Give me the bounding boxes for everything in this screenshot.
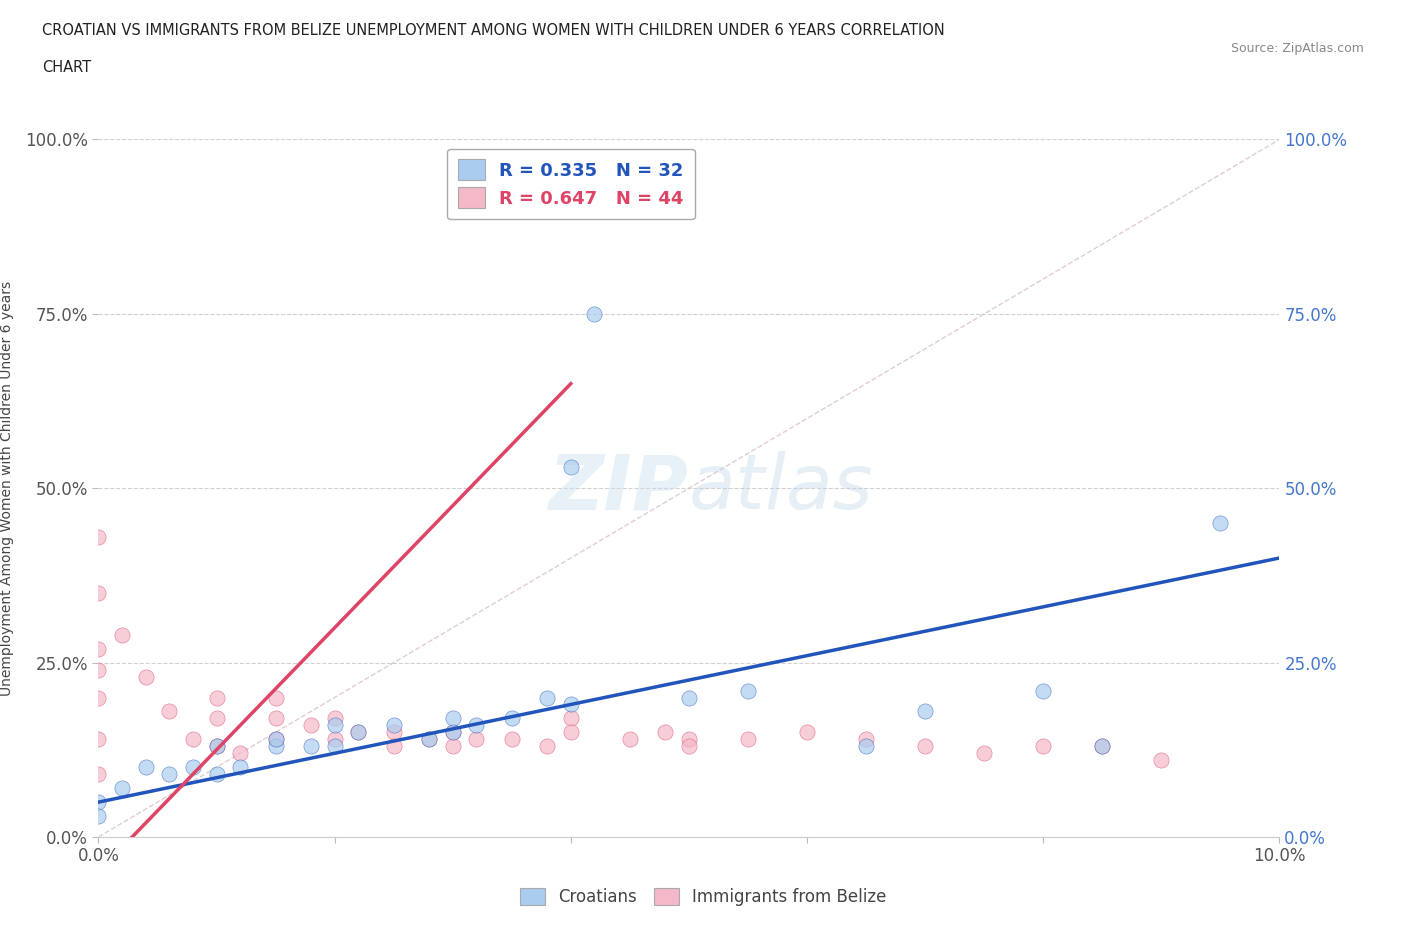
Point [465, 732, 488, 747]
Point [347, 725, 370, 740]
Point [678, 690, 700, 705]
Text: CHART: CHART [42, 60, 91, 75]
Point [87, 662, 110, 677]
Point [181, 732, 204, 747]
Point [536, 690, 558, 705]
Point [914, 738, 936, 753]
Point [264, 738, 287, 753]
Point [583, 307, 606, 322]
Point [347, 725, 370, 740]
Point [560, 698, 582, 712]
Point [536, 738, 558, 753]
Point [1032, 683, 1054, 698]
Point [111, 628, 134, 643]
Point [678, 732, 700, 747]
Text: CROATIAN VS IMMIGRANTS FROM BELIZE UNEMPLOYMENT AMONG WOMEN WITH CHILDREN UNDER : CROATIAN VS IMMIGRANTS FROM BELIZE UNEMP… [42, 23, 945, 38]
Point [299, 738, 322, 753]
Point [418, 732, 440, 747]
Point [1209, 515, 1232, 530]
Point [914, 704, 936, 719]
Point [382, 718, 405, 733]
Point [323, 738, 346, 753]
Point [855, 738, 877, 753]
Point [135, 670, 157, 684]
Point [323, 718, 346, 733]
Y-axis label: Unemployment Among Women with Children Under 6 years: Unemployment Among Women with Children U… [0, 281, 14, 696]
Point [737, 683, 759, 698]
Point [87, 530, 110, 545]
Point [441, 725, 464, 740]
Point [678, 738, 700, 753]
Point [264, 732, 287, 747]
Point [181, 760, 204, 775]
Point [441, 738, 464, 753]
Text: atlas: atlas [689, 451, 873, 525]
Point [382, 725, 405, 740]
Point [229, 760, 252, 775]
Point [973, 746, 995, 761]
Point [323, 732, 346, 747]
Point [111, 781, 134, 796]
Point [1032, 738, 1054, 753]
Point [1091, 738, 1114, 753]
Point [382, 738, 405, 753]
Point [441, 725, 464, 740]
Point [87, 794, 110, 809]
Point [87, 732, 110, 747]
Point [205, 738, 228, 753]
Point [654, 725, 676, 740]
Point [560, 460, 582, 474]
Point [229, 746, 252, 761]
Point [465, 718, 488, 733]
Point [418, 732, 440, 747]
Point [205, 690, 228, 705]
Point [87, 809, 110, 824]
Point [205, 711, 228, 725]
Legend: Croatians, Immigrants from Belize: Croatians, Immigrants from Belize [513, 881, 893, 912]
Point [323, 711, 346, 725]
Point [1150, 753, 1173, 768]
Point [737, 732, 759, 747]
Point [264, 690, 287, 705]
Point [501, 711, 523, 725]
Point [157, 766, 180, 781]
Point [205, 766, 228, 781]
Point [1091, 738, 1114, 753]
Point [560, 711, 582, 725]
Point [501, 732, 523, 747]
Point [87, 642, 110, 657]
Point [135, 760, 157, 775]
Point [87, 766, 110, 781]
Point [619, 732, 641, 747]
Point [560, 725, 582, 740]
Point [441, 711, 464, 725]
Point [299, 718, 322, 733]
Point [87, 690, 110, 705]
Legend: R = 0.335   N = 32, R = 0.647   N = 44: R = 0.335 N = 32, R = 0.647 N = 44 [447, 149, 695, 219]
Point [87, 586, 110, 601]
Point [157, 704, 180, 719]
Point [855, 732, 877, 747]
Text: Source: ZipAtlas.com: Source: ZipAtlas.com [1230, 42, 1364, 55]
Text: ZIP: ZIP [550, 451, 689, 525]
Point [796, 725, 818, 740]
Point [205, 738, 228, 753]
Point [264, 732, 287, 747]
Point [264, 711, 287, 725]
